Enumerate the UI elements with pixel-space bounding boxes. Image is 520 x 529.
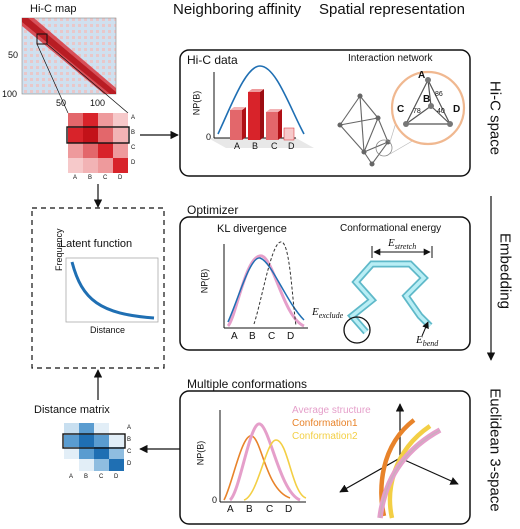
hic-matrix-row-a: A [131, 115, 136, 121]
hic-matrix-col-b: B [88, 175, 93, 181]
hic-ylabel: NP(B) [191, 90, 202, 116]
node-b: B [423, 94, 431, 105]
optimizer-title: Optimizer [187, 203, 239, 217]
network-zoom-circle [375, 139, 393, 157]
hic-matrix-col-d: D [118, 175, 123, 181]
zoom-line-left [36, 43, 69, 114]
kl-cat-d: D [287, 331, 295, 342]
hic-matrix [66, 113, 130, 173]
wireframe-network [337, 93, 391, 167]
distance-matrix-title: Distance matrix [34, 404, 110, 416]
edge-value-40: 40 [437, 108, 445, 115]
zoom-connector-bottom [389, 139, 415, 155]
legend-conformation1: Conformation1 [292, 418, 358, 429]
energy-polymer [343, 246, 433, 344]
hic-cat-d: D [288, 141, 295, 151]
latent-box [31, 207, 165, 369]
hic-cat-c: C [271, 141, 278, 151]
energy-title: Conformational energy [340, 223, 442, 234]
conf-ylabel: NP(B) [195, 440, 206, 466]
edge-value-78: 78 [413, 108, 421, 115]
kl-cat-a: A [231, 331, 238, 342]
latent-plot [65, 257, 159, 323]
legend-conformation2: Conformation2 [292, 431, 358, 442]
edge-value-86: 86 [435, 91, 443, 98]
latent-xlabel: Distance [90, 325, 126, 335]
hic-zero: 0 [206, 132, 212, 142]
distance-col-b: B [84, 474, 89, 480]
conformations-title: Multiple conformations [187, 377, 308, 391]
e-bend-label: Ebend [416, 334, 439, 349]
kl-plot [223, 241, 308, 329]
e-stretch-label: Estretch [388, 237, 417, 252]
e-exclude-label: Eexclude [312, 306, 344, 321]
hic-matrix-row-b: B [131, 130, 136, 136]
hic-map-tick-100-x: 100 [90, 98, 106, 108]
distance-col-d: D [114, 474, 119, 480]
latent-title: Latent function [60, 238, 133, 250]
latent-ylabel: Frequency [54, 228, 64, 271]
side-label-hic-space: Hi-C space [486, 80, 504, 156]
distance-col-c: C [99, 474, 104, 480]
hic-data-title: Hi-C data [187, 53, 238, 67]
hic-map-tick-100-y: 100 [2, 89, 18, 99]
zoom-line-right [46, 43, 129, 114]
kl-ylabel: NP(B) [199, 268, 210, 294]
hic-cat-b: B [252, 141, 259, 151]
side-label-embedding: Embedding [496, 233, 514, 309]
legend-average: Average structure [292, 405, 371, 416]
hic-matrix-col-c: C [103, 175, 108, 181]
hic-bar-chart [208, 65, 314, 148]
conf-cat-d: D [285, 504, 293, 515]
structure-3d [339, 403, 459, 519]
distance-col-a: A [69, 474, 74, 480]
hic-matrix-row-d: D [131, 160, 136, 166]
conf-cat-b: B [246, 504, 253, 515]
conf-cat-c: C [266, 504, 274, 515]
header-spatial: Spatial representation [319, 1, 465, 18]
conformations-plot [219, 410, 307, 503]
distance-row-d: D [127, 461, 132, 467]
kl-cat-c: C [268, 331, 276, 342]
node-a: A [418, 70, 426, 81]
hic-heatmap [21, 17, 117, 95]
node-d: D [453, 104, 461, 115]
kl-cat-b: B [249, 331, 256, 342]
hic-map-tick-50-x: 50 [56, 98, 67, 108]
hic-map-title: Hi-C map [30, 3, 77, 15]
network-title: Interaction network [348, 53, 433, 64]
hic-matrix-col-a: A [73, 175, 78, 181]
conf-zero: 0 [212, 495, 218, 505]
hic-cat-a: A [234, 141, 241, 151]
distance-row-b: B [127, 437, 132, 443]
distance-row-c: C [127, 449, 132, 455]
interaction-network [390, 70, 466, 146]
distance-row-a: A [127, 425, 132, 431]
hic-map-tick-50-y: 50 [8, 50, 19, 60]
distance-matrix-grid [62, 423, 126, 471]
header-neighboring: Neighboring affinity [173, 1, 302, 18]
conf-cat-a: A [227, 504, 234, 515]
hic-matrix-row-c: C [131, 145, 136, 151]
kl-title: KL divergence [217, 223, 287, 235]
side-label-euclidean: Euclidean 3-space [486, 388, 504, 512]
node-c: C [397, 104, 405, 115]
